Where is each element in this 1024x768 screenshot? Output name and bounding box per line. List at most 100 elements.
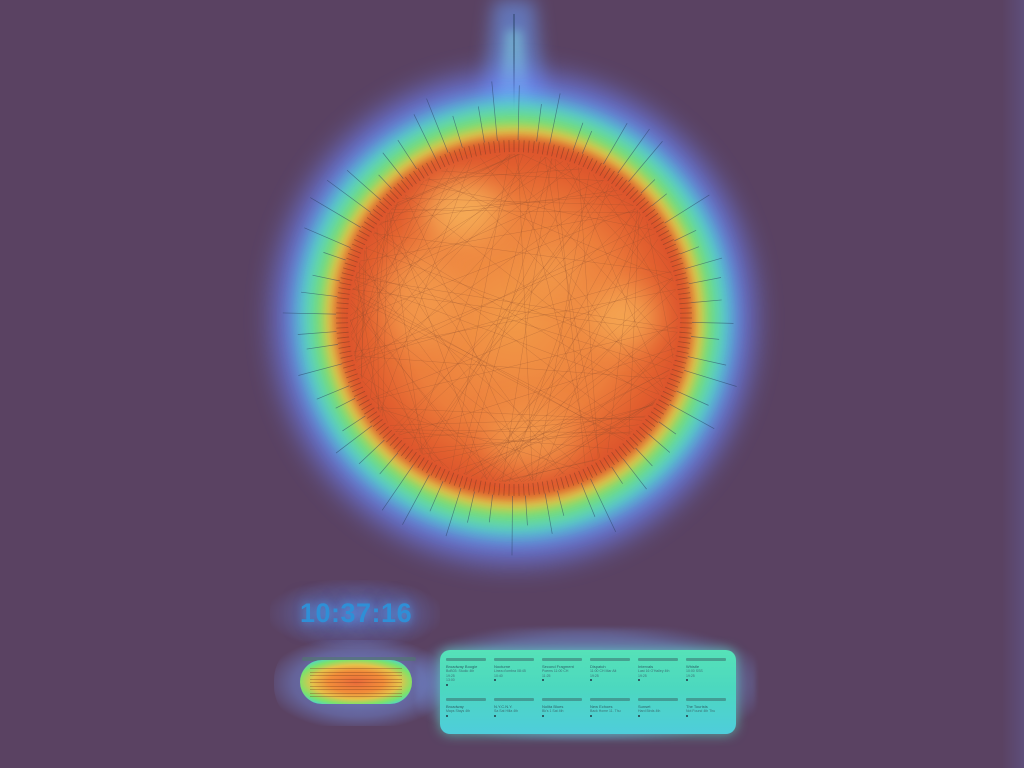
graph-edge bbox=[405, 194, 661, 392]
node-tick bbox=[389, 190, 399, 200]
track-card[interactable]: The Tourists Not Found 4th Thu bbox=[686, 698, 730, 732]
graph-edge bbox=[378, 153, 515, 226]
node-tick bbox=[351, 243, 364, 250]
node-tick bbox=[358, 399, 370, 406]
node-tick bbox=[668, 377, 681, 383]
graph-edge bbox=[374, 231, 634, 431]
track-card[interactable]: Sunset Hard Birds 4th bbox=[638, 698, 682, 732]
card-header-bar bbox=[494, 658, 534, 661]
node-tick bbox=[347, 377, 360, 383]
node-tick bbox=[346, 373, 358, 379]
node-tick bbox=[493, 141, 496, 154]
card-title: Sunset bbox=[638, 704, 651, 709]
graph-edge bbox=[376, 407, 578, 470]
node-tick bbox=[503, 140, 505, 153]
track-card[interactable]: Nocturne Linea d'ombra 08:45 10:40 bbox=[494, 658, 538, 692]
track-card[interactable]: Dispatch 11:00 CH Mar Alt 19:25 bbox=[590, 658, 634, 692]
node-tick bbox=[393, 440, 403, 450]
graph-edge bbox=[358, 265, 581, 469]
graph-edge bbox=[495, 276, 673, 482]
graph-edge bbox=[592, 174, 679, 318]
graph-edge bbox=[349, 319, 388, 423]
graph-node-icon bbox=[590, 714, 592, 717]
edge-spike bbox=[684, 370, 737, 387]
track-card[interactable]: New Echoes Back Home 11. Thu bbox=[590, 698, 634, 732]
graph-edge bbox=[398, 210, 639, 435]
node-tick bbox=[439, 468, 446, 481]
graph-edge bbox=[514, 153, 594, 462]
node-tick bbox=[449, 151, 455, 164]
node-tick bbox=[382, 197, 392, 207]
node-tick bbox=[413, 454, 421, 466]
node-tick bbox=[599, 165, 607, 177]
node-tick bbox=[337, 336, 350, 339]
graph-edge bbox=[355, 273, 380, 412]
node-tick bbox=[366, 217, 378, 225]
graph-edge bbox=[395, 430, 613, 450]
graph-edge bbox=[390, 416, 645, 426]
node-tick bbox=[677, 345, 690, 349]
node-tick bbox=[364, 221, 375, 229]
node-tick bbox=[488, 141, 491, 154]
node-tick bbox=[337, 292, 350, 295]
graph-edge bbox=[349, 166, 577, 322]
node-tick bbox=[444, 470, 450, 483]
node-tick bbox=[636, 197, 646, 207]
card-line2: 19:25 bbox=[686, 673, 695, 678]
graph-edge bbox=[399, 347, 676, 436]
node-tick bbox=[435, 158, 442, 170]
graph-edge bbox=[545, 156, 678, 301]
node-tick bbox=[591, 464, 598, 476]
node-tick bbox=[607, 170, 615, 182]
track-card[interactable]: Broadway Boogie BoB03: Studio 4th 19:25 13:… bbox=[446, 658, 490, 692]
card-line1: Sa Sat Hilla 4th bbox=[494, 709, 519, 713]
track-card[interactable]: Whistle 10:00 SSS 19:25 bbox=[686, 658, 730, 692]
node-tick bbox=[346, 257, 358, 263]
edge-spike bbox=[648, 434, 671, 453]
track-card[interactable]: Nolita Blues Bk's 1 Sat 4th bbox=[542, 698, 586, 732]
node-tick bbox=[364, 407, 375, 415]
graph-edge bbox=[628, 212, 640, 435]
node-tick bbox=[453, 150, 459, 162]
mini-heat-line bbox=[310, 671, 402, 673]
graph-edge bbox=[463, 370, 670, 475]
node-tick bbox=[551, 479, 555, 492]
node-tick bbox=[463, 477, 468, 489]
graph-node-icon bbox=[590, 679, 592, 681]
graph-edge bbox=[441, 170, 604, 181]
graph-edge bbox=[397, 153, 520, 203]
edge-spike bbox=[301, 291, 338, 297]
node-tick bbox=[421, 459, 429, 471]
graph-edge bbox=[370, 215, 387, 398]
graph-edge bbox=[352, 161, 563, 290]
node-tick bbox=[339, 350, 352, 354]
node-tick bbox=[629, 190, 639, 200]
edge-spike bbox=[658, 421, 677, 435]
node-tick bbox=[458, 148, 464, 161]
edge-spike bbox=[379, 452, 399, 475]
node-tick bbox=[338, 345, 351, 349]
card-title: Whistle bbox=[686, 664, 700, 669]
mini-heat-pill[interactable] bbox=[300, 660, 412, 704]
node-tick bbox=[625, 440, 635, 450]
card-line1: 10:00 SSS bbox=[686, 669, 703, 673]
graph-edge bbox=[350, 167, 449, 334]
graph-edge bbox=[353, 289, 676, 353]
track-card[interactable]: Intervals Last 16 O'Halley 4th 19:25 bbox=[638, 658, 682, 692]
graph-edge bbox=[388, 211, 423, 455]
node-tick bbox=[498, 483, 501, 496]
track-card[interactable]: Second Fragment Poems 11:00 CH 11:25 bbox=[542, 658, 586, 692]
edge-spike bbox=[581, 130, 593, 154]
graph-edge bbox=[465, 317, 679, 476]
node-tick bbox=[546, 143, 550, 156]
card-header-bar bbox=[542, 658, 582, 661]
graph-edge bbox=[491, 239, 659, 481]
graph-edge bbox=[539, 216, 644, 481]
card-header-bar bbox=[638, 698, 678, 701]
node-tick bbox=[458, 475, 464, 488]
edge-spike bbox=[335, 398, 356, 409]
track-card[interactable]: Broadway Maps Stays 4th bbox=[446, 698, 490, 732]
node-tick bbox=[615, 449, 624, 460]
graph-edge bbox=[535, 172, 590, 481]
track-card[interactable]: N.Y.C.N.Y. Sa Sat Hilla 4th bbox=[494, 698, 538, 732]
